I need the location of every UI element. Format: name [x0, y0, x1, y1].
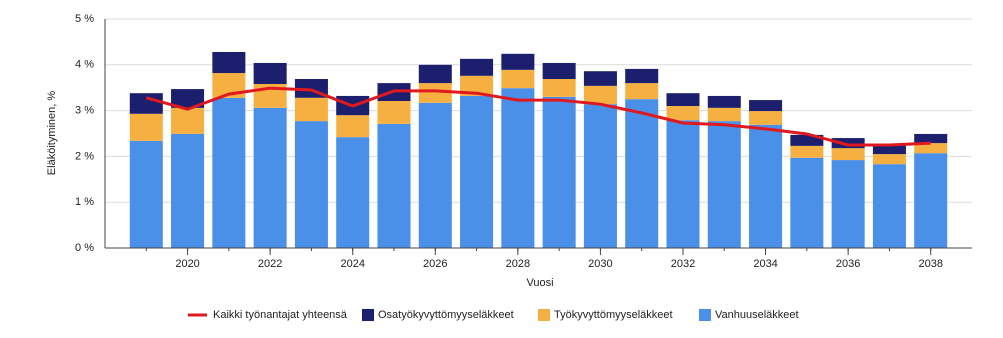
legend-swatch [699, 309, 711, 321]
bar-segment [542, 62, 576, 79]
bar-segment [749, 100, 783, 112]
x-tick-label: 2024 [340, 258, 364, 270]
bar-segment [501, 69, 535, 89]
y-tick-label: 0 % [75, 242, 94, 254]
bar-segment [872, 164, 906, 248]
bar-segment [460, 75, 494, 96]
bar-segment [872, 154, 906, 165]
bar-segment [583, 71, 617, 86]
bar-segment [542, 96, 576, 248]
bar-segment [171, 107, 205, 134]
bar-segment [129, 93, 163, 114]
bar-segment [418, 102, 452, 249]
legend-label: Työkyvyttömyyseläkkeet [554, 309, 673, 321]
bar-segment [212, 97, 246, 248]
bar-segment [625, 99, 659, 249]
bar-segment [749, 124, 783, 248]
x-tick-label: 2034 [753, 258, 777, 270]
bar-segment [418, 83, 452, 103]
legend-swatch [362, 309, 374, 321]
bar-segment [253, 107, 287, 249]
bar-segment [171, 89, 205, 108]
bar-segment [831, 148, 865, 161]
x-tick-label: 2022 [258, 258, 282, 270]
bar-segment [707, 107, 741, 122]
bar-segment [294, 97, 328, 122]
legend-swatch [538, 309, 550, 321]
bar-segment [707, 121, 741, 248]
bar-segment [294, 121, 328, 248]
bar-segment [583, 85, 617, 105]
x-tick-label: 2038 [918, 258, 942, 270]
bar-segment [253, 62, 287, 85]
bar-segment [872, 144, 906, 155]
bar-segment [914, 143, 948, 154]
bar-segment [418, 64, 452, 84]
bar-segment [749, 111, 783, 125]
bar-segment [790, 134, 824, 146]
bar-segment [831, 138, 865, 149]
bar-segment [666, 106, 700, 121]
line-series [145, 86, 931, 147]
bar-segment [336, 137, 370, 248]
bar-segment [625, 68, 659, 84]
bar-segment [460, 58, 494, 76]
bar-segment [625, 83, 659, 100]
x-tick-label: 2032 [671, 258, 695, 270]
bar-segment [583, 104, 617, 248]
bar-segment [501, 53, 535, 70]
bar-segment [377, 123, 411, 248]
y-tick-label: 2 % [75, 150, 94, 162]
bar-segment [790, 145, 824, 158]
bar-segment [542, 78, 576, 97]
bar-segment [460, 95, 494, 248]
y-tick-label: 1 % [75, 196, 94, 208]
bar-segment [336, 115, 370, 138]
x-tick-label: 2020 [175, 258, 199, 270]
bar-segment [914, 133, 948, 144]
bar-segment [707, 95, 741, 108]
legend-label: Osatyökyvyttömyyseläkkeet [378, 309, 514, 321]
x-tick-label: 2036 [836, 258, 860, 270]
bar-segment [666, 93, 700, 107]
y-tick-label: 5 % [75, 13, 94, 25]
x-tick-label: 2030 [588, 258, 612, 270]
y-axis-label: Eläköityminen, % [46, 91, 58, 176]
x-tick-label: 2026 [423, 258, 447, 270]
bar-segment [129, 113, 163, 141]
legend-label: Vanhuuseläkkeet [715, 309, 799, 321]
bar-segment [914, 153, 948, 248]
y-tick-label: 3 % [75, 105, 94, 117]
bar-segment [171, 133, 205, 248]
x-tick-label: 2028 [506, 258, 530, 270]
bar-segment [666, 120, 700, 248]
x-axis-label: Vuosi [526, 277, 553, 289]
bar-segment [831, 160, 865, 248]
bar-segment [790, 157, 824, 248]
bar-segment [501, 88, 535, 249]
bar-segment [377, 100, 411, 124]
y-tick-label: 4 % [75, 59, 94, 71]
legend-label: Kaikki työnantajat yhteensä [213, 309, 348, 321]
bar-segment [212, 51, 246, 74]
bar-segment [129, 140, 163, 248]
